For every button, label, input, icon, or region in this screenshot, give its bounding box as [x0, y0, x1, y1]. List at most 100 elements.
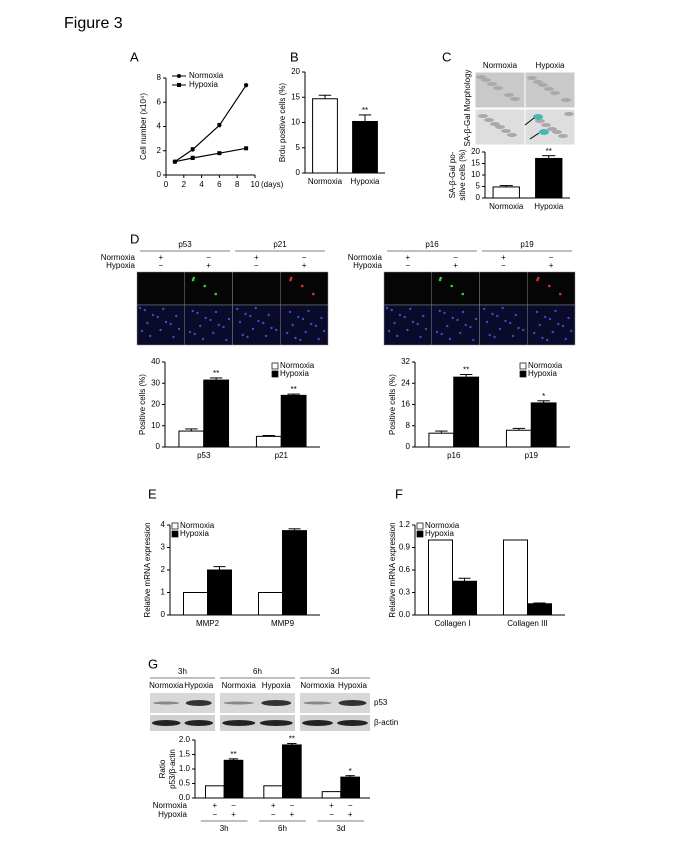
nucleus [310, 322, 313, 326]
legend-label: Normoxia [528, 361, 563, 370]
treatment-label: Hypoxia [158, 810, 187, 819]
cell-shape [507, 133, 517, 137]
positive-cell [192, 276, 196, 280]
error-bar [458, 577, 471, 582]
nucleus [156, 315, 159, 319]
x-tick-label: 2 [182, 180, 187, 189]
panel-label: D [130, 231, 139, 246]
bar [280, 394, 307, 448]
nucleus [323, 329, 326, 333]
nucleus [217, 323, 220, 327]
error-bar [537, 400, 550, 403]
nucleus [446, 324, 449, 328]
nucleus [249, 314, 252, 318]
y-tick-label: 0 [156, 442, 161, 451]
fluorescence-image [479, 271, 528, 306]
cell-shape [493, 86, 503, 90]
y-tick-label: 32 [401, 357, 410, 366]
error-bar [459, 373, 473, 378]
time-label: 3d [331, 667, 340, 676]
legend-label: Hypoxia [425, 529, 454, 538]
y-tick-label: 0.0 [399, 610, 411, 619]
nucleus [143, 308, 146, 312]
x-axis-label: (days) [261, 180, 284, 189]
nucleus [164, 320, 168, 324]
fluorescence-image [232, 271, 281, 306]
cell-shape [481, 78, 491, 82]
x-tick-label: p53 [197, 451, 211, 460]
nucleus [288, 310, 292, 314]
y-tick-label: 0.3 [399, 588, 411, 597]
treatment-sign: − [159, 261, 164, 270]
x-tick-label: Normoxia [308, 177, 343, 186]
point [244, 83, 249, 88]
positive-cell [203, 284, 207, 288]
nucleus [435, 330, 439, 334]
nucleus [149, 334, 152, 338]
y-tick-label: 5 [476, 182, 481, 191]
y-tick-label: 0 [161, 610, 166, 619]
legend-swatch [519, 362, 527, 370]
treatment-label: Normoxia [101, 253, 136, 262]
nucleus [254, 306, 257, 310]
stained-cell [539, 129, 549, 135]
nucleus [159, 328, 162, 332]
positive-cell [536, 276, 540, 280]
nucleus [541, 336, 544, 340]
nucleus [275, 328, 278, 332]
nucleus [304, 330, 307, 334]
bar [452, 580, 477, 616]
nucleus [493, 335, 496, 339]
error-bar [213, 566, 226, 570]
nucleus [551, 330, 554, 334]
x-tick-label: p21 [275, 451, 289, 460]
y-tick-label: 6 [157, 97, 162, 106]
nucleus [483, 307, 486, 311]
nucleus [496, 314, 499, 318]
point [190, 147, 195, 152]
treatment-sign: + [302, 261, 307, 270]
cell-shape [547, 127, 557, 131]
y-tick-label: 4 [157, 122, 162, 131]
nucleus [222, 325, 225, 329]
y-axis-label: Brdu positive cells (%) [278, 83, 287, 162]
nucleus [286, 331, 289, 335]
treatment-sign: − [329, 810, 334, 819]
legend-swatch [271, 370, 279, 378]
band [337, 720, 368, 726]
bar [255, 435, 282, 448]
treatment-sign: − [212, 810, 217, 819]
panel-label: E [148, 486, 157, 501]
y-axis-label: Positive cells (%) [388, 374, 397, 435]
nucleus [491, 312, 494, 316]
time-label: 6h [253, 667, 262, 676]
y-tick-label: 40 [151, 357, 160, 366]
bar [205, 785, 225, 799]
legend-swatch [416, 522, 424, 530]
band [259, 720, 293, 726]
nucleus [251, 327, 255, 331]
point [190, 156, 195, 161]
nucleus [162, 307, 165, 311]
treatment-label: Normoxia [153, 801, 188, 810]
bar [312, 98, 338, 174]
error-bar [512, 427, 526, 431]
nucleus [262, 321, 265, 325]
positive-cell [547, 284, 551, 288]
nucleus [172, 335, 175, 339]
treatment-sign: + [271, 801, 276, 810]
nucleus [472, 338, 475, 342]
blot-p53 [300, 693, 370, 713]
stained-cell [533, 114, 543, 120]
x-tick-label: Normoxia [489, 202, 524, 211]
treatment-sign: + [453, 261, 458, 270]
image-column-label: Normoxia [483, 61, 518, 70]
blot-actin [150, 715, 215, 731]
panel-label: B [290, 49, 299, 64]
significance: ** [289, 735, 295, 744]
nucleus [393, 321, 396, 325]
nucleus [544, 315, 547, 319]
error-bar [345, 775, 355, 778]
nucleus [396, 334, 399, 338]
